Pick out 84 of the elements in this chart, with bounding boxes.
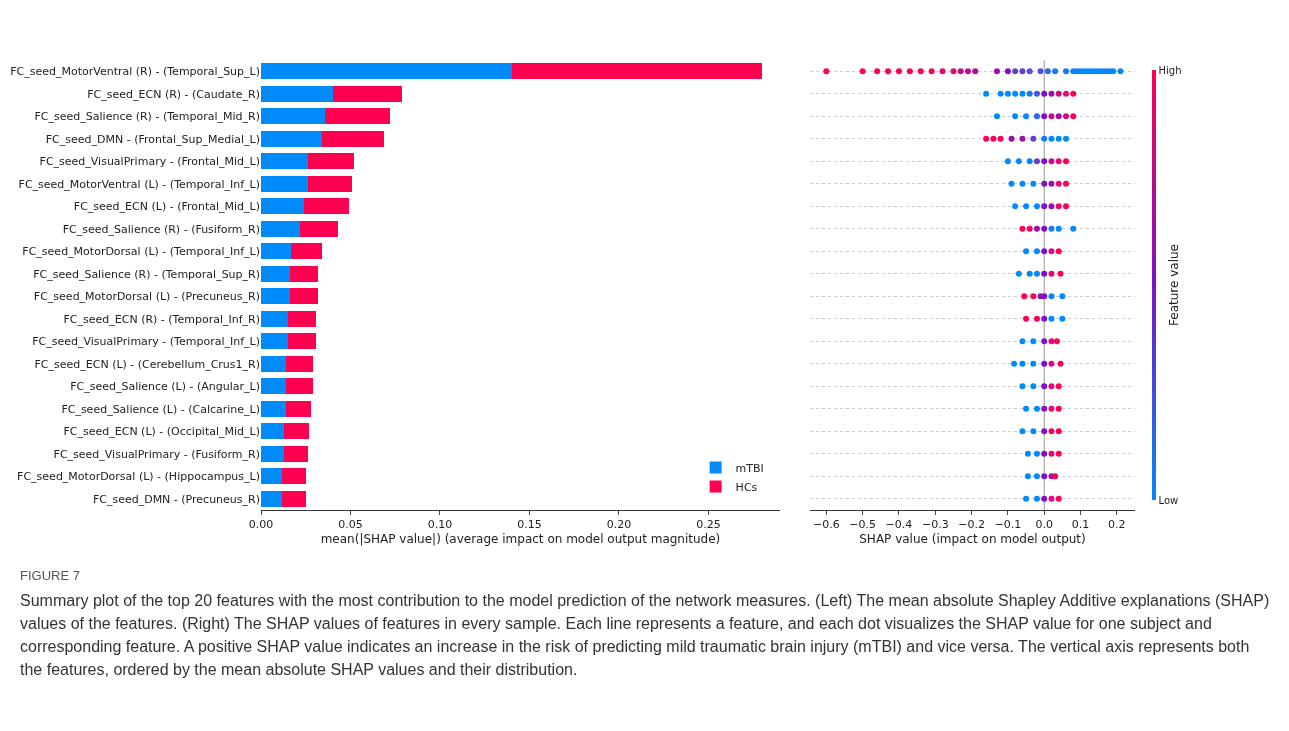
bar (261, 490, 283, 507)
bar (321, 130, 385, 147)
y-tick-label: FC_seed_MotorDorsal (L) - (Hippocampus_L) (17, 470, 260, 484)
color-bar-title: Feature value (1166, 244, 1181, 326)
x-tick-label: −0.5 (849, 518, 877, 532)
y-tick-label: FC_seed_DMN - (Frontal_Sup_Medial_L) (45, 132, 260, 146)
x-tick-label: 0.2 (1108, 518, 1126, 532)
bar (261, 243, 292, 260)
y-tick-label: FC_seed_VisualPrimary - (Temporal_Inf_L) (32, 335, 260, 349)
x-tick-label: −0.3 (921, 518, 949, 532)
bar (261, 63, 512, 80)
bar (261, 153, 308, 170)
legend-label: HCs (735, 480, 758, 494)
bar (286, 355, 313, 372)
x-axis-title: mean(|SHAP value|) (average impact on model output magnitude) (320, 532, 721, 547)
bar (261, 355, 287, 372)
bar (261, 130, 322, 147)
bar (261, 265, 290, 282)
bar (307, 175, 353, 192)
bar (261, 108, 326, 125)
bar (261, 423, 285, 440)
y-tick-label: FC_seed_MotorDorsal (L) - (Precuneus_R) (33, 290, 260, 304)
legend-label: mTBI (735, 461, 764, 475)
caption: FIGURE 7 (20, 568, 81, 583)
x-axis-title: SHAP value (impact on model output) (859, 532, 1086, 547)
y-tick-label: FC_seed_DMN - (Precuneus_R) (92, 492, 260, 506)
y-tick-label: FC_seed_Salience (R) - (Temporal_Mid_R) (34, 110, 260, 124)
bar (261, 198, 304, 215)
bar (511, 63, 763, 80)
color-bar-label: High (1158, 64, 1182, 76)
x-tick-label: −0.1 (994, 518, 1022, 532)
x-tick-label: −0.4 (885, 518, 913, 532)
bar (261, 468, 283, 485)
bar (300, 220, 338, 237)
y-tick-label: FC_seed_ECN (L) - (Cerebellum_Crus1_R) (34, 357, 260, 371)
y-tick-label: FC_seed_VisualPrimary - (Frontal_Mid_L) (39, 155, 260, 169)
y-tick-label: FC_seed_Salience (L) - (Angular_L) (70, 380, 260, 394)
y-tick-label: FC_seed_ECN (R) - (Temporal_Inf_R) (63, 312, 260, 326)
x-tick-label: 0.20 (606, 518, 632, 532)
bar (303, 198, 349, 215)
x-tick-label: 0.1 (1071, 518, 1090, 532)
bar (289, 265, 319, 282)
bar (261, 288, 290, 305)
bar (332, 85, 403, 102)
y-tick-label: FC_seed_ECN (L) - (Occipital_Mid_L) (63, 425, 260, 439)
bar (291, 243, 322, 260)
bar (287, 333, 317, 350)
y-tick-label: FC_seed_Salience (R) - (Temporal_Sup_R) (33, 267, 260, 281)
y-tick-label: FC_seed_MotorVentral (R) - (Temporal_Sup_L) (10, 65, 260, 79)
bar (261, 85, 333, 102)
bar (287, 310, 317, 327)
bar (289, 288, 319, 305)
bar (286, 378, 313, 395)
color-bar-label: Low (1158, 494, 1179, 506)
y-tick-label: FC_seed_VisualPrimary - (Fusiform_R) (53, 447, 260, 461)
bar (261, 333, 288, 350)
bar (325, 108, 390, 125)
bar (282, 468, 306, 485)
bar (284, 423, 310, 440)
x-tick-label: −0.2 (958, 518, 985, 532)
y-tick-label: FC_seed_ECN (R) - (Caudate_R) (87, 87, 260, 101)
bar (261, 310, 288, 327)
bar (307, 153, 355, 170)
x-tick-label: 0.00 (248, 518, 274, 532)
x-tick-label: 0.0 (1035, 518, 1053, 532)
y-tick-label: FC_seed_Salience (L) - (Calcarine_L) (61, 402, 260, 416)
bar (261, 378, 287, 395)
x-tick-label: 0.15 (517, 518, 542, 532)
x-tick-label: 0.25 (696, 518, 721, 532)
bar (284, 445, 308, 462)
bar (261, 400, 287, 417)
y-tick-label: FC_seed_ECN (L) - (Frontal_Mid_L) (73, 200, 260, 214)
y-tick-label: FC_seed_Salience (R) - (Fusiform_R) (62, 222, 260, 236)
x-tick-label: 0.10 (427, 518, 453, 532)
y-tick-label: FC_seed_MotorVentral (L) - (Temporal_Inf_L) (18, 177, 260, 191)
x-tick-label: 0.05 (338, 518, 363, 532)
text: Summary plot of the top 20 features with the most contribution to the model prediction of the network measures. (Left) The mean absolute Shapley Additive explanations (SHAP) values of the features. (Right) The SHAP values of features in every sample. Each line represents a feature, and each dot visualizes the SHAP value for one subject and corresponding feature. A positive SHAP value indicates an increase in the risk of predicting mild traumatic brain injury (mTBI) and vice versa. The vertical axis represents both the features, ordered by the mean absolute SHAP values and their distribution. (20, 591, 1270, 680)
bar (261, 175, 308, 192)
bar (286, 400, 312, 417)
y-tick-label: FC_seed_MotorDorsal (L) - (Temporal_Inf_L) (22, 245, 260, 259)
bar (261, 445, 285, 462)
x-tick-label: −0.6 (812, 518, 840, 532)
bar (261, 220, 301, 237)
bar (282, 490, 306, 507)
